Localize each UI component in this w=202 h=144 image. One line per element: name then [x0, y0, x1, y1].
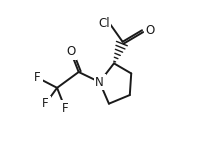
Text: Cl: Cl	[98, 17, 110, 30]
Text: O: O	[66, 45, 75, 58]
Text: F: F	[34, 71, 41, 84]
Text: F: F	[62, 102, 68, 114]
Text: O: O	[146, 24, 155, 37]
Text: N: N	[95, 76, 104, 89]
Text: F: F	[42, 97, 49, 110]
